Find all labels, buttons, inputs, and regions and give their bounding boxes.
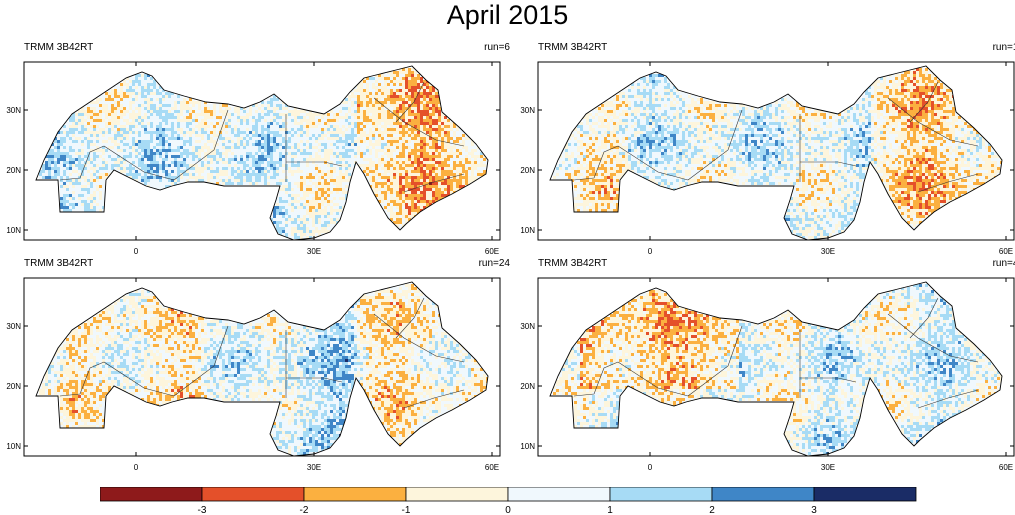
panel-dataset-label: TRMM 3B42RT xyxy=(538,42,608,53)
country-border xyxy=(800,377,857,383)
country-border xyxy=(395,81,425,123)
colorbar-bin xyxy=(507,487,611,502)
map-panel-run-48: TRMM 3B42RT run=48 0 30E 60E 30N 20N 10N xyxy=(520,258,1015,478)
y-tick-label: 30N xyxy=(520,106,535,115)
coastline xyxy=(549,281,1003,457)
y-tick-label: 20N xyxy=(6,382,21,391)
country-border xyxy=(286,377,343,383)
y-tick-label: 20N xyxy=(520,166,535,175)
country-border xyxy=(286,161,343,167)
x-tick-label: 60E xyxy=(999,247,1013,256)
colorbar-label: 2 xyxy=(709,505,715,515)
country-border xyxy=(173,325,229,397)
panel-dataset-label: TRMM 3B42RT xyxy=(24,258,94,269)
coastline xyxy=(549,65,1003,241)
anomaly-cells xyxy=(39,284,488,455)
y-tick-label: 10N xyxy=(6,226,21,235)
colorbar-bin xyxy=(609,487,713,502)
coastline xyxy=(35,65,489,241)
y-tick-label: 10N xyxy=(6,442,21,451)
country-border xyxy=(887,313,979,363)
map-panel-run-24: TRMM 3B42RT run=24 0 30E 60E 30N 20N 10N xyxy=(6,258,524,478)
x-tick-label: 30E xyxy=(307,463,321,472)
country-border xyxy=(373,313,465,363)
figure-title: April 2015 xyxy=(446,0,569,30)
anomaly-map: 0 30E 60E 30N 20N 10N xyxy=(520,61,1015,256)
panel-run-label: run=12 xyxy=(992,42,1015,53)
y-tick-label: 30N xyxy=(6,106,21,115)
country-border xyxy=(373,97,465,147)
x-tick-label: 0 xyxy=(648,463,653,472)
x-tick-label: 60E xyxy=(999,463,1013,472)
colorbar-label: 0 xyxy=(505,505,511,515)
panel-dataset-label: TRMM 3B42RT xyxy=(538,258,608,269)
x-tick-label: 0 xyxy=(648,247,653,256)
country-border xyxy=(917,389,979,409)
country-border xyxy=(403,173,465,193)
x-tick-label: 0 xyxy=(134,247,139,256)
anomaly-cells xyxy=(39,68,488,239)
colorbar-bin xyxy=(100,487,203,502)
country-border xyxy=(573,361,619,397)
y-tick-label: 20N xyxy=(520,382,535,391)
colorbar-label: -1 xyxy=(402,505,411,515)
country-border xyxy=(687,109,743,181)
x-tick-label: 30E xyxy=(307,247,321,256)
colorbar-bin xyxy=(201,487,305,502)
panel-run-label: run=48 xyxy=(992,258,1015,269)
country-border xyxy=(173,109,229,181)
x-tick-label: 30E xyxy=(821,463,835,472)
panel-dataset-label: TRMM 3B42RT xyxy=(24,42,94,53)
country-border xyxy=(103,145,175,181)
colorbar-label: 1 xyxy=(607,505,613,515)
y-tick-label: 20N xyxy=(6,166,21,175)
colorbar-label: -2 xyxy=(300,505,309,515)
country-border xyxy=(403,389,465,409)
panel-run-label: run=6 xyxy=(484,42,510,53)
x-tick-label: 30E xyxy=(821,247,835,256)
country-border xyxy=(103,361,175,397)
colorbar-label: -3 xyxy=(198,505,207,515)
anomaly-cells xyxy=(553,68,1002,239)
y-tick-label: 10N xyxy=(520,442,535,451)
country-border xyxy=(887,97,979,147)
colorbar: -3 -2 -1 0 1 2 3 xyxy=(100,487,917,515)
country-border xyxy=(59,145,105,181)
y-tick-label: 10N xyxy=(520,226,535,235)
map-panel-run-6: TRMM 3B42RT run=6 0 30E 60E 30N 20N 10N xyxy=(6,42,524,262)
map-panel-run-12: TRMM 3B42RT run=12 0 30E 60E 30N 20N 10N xyxy=(520,42,1015,262)
country-border xyxy=(800,161,857,167)
country-border xyxy=(917,173,979,193)
country-border xyxy=(59,361,105,397)
y-tick-label: 30N xyxy=(6,322,21,331)
coastline xyxy=(35,281,489,457)
y-tick-label: 30N xyxy=(520,322,535,331)
colorbar-bin xyxy=(405,487,509,502)
country-border xyxy=(909,81,939,123)
anomaly-map: 0 30E 60E 30N 20N 10N xyxy=(6,277,501,472)
country-border xyxy=(909,297,939,339)
anomaly-cells xyxy=(553,284,1002,455)
country-border xyxy=(617,361,689,397)
country-border xyxy=(395,297,425,339)
colorbar-label: 3 xyxy=(811,505,817,515)
x-tick-label: 0 xyxy=(134,463,139,472)
x-tick-label: 60E xyxy=(485,463,499,472)
colorbar-bin xyxy=(813,487,917,502)
anomaly-map: 0 30E 60E 30N 20N 10N xyxy=(520,277,1015,472)
country-border xyxy=(617,145,689,181)
anomaly-map: 0 30E 60E 30N 20N 10N xyxy=(6,61,501,256)
colorbar-bin xyxy=(303,487,407,502)
panel-run-label: run=24 xyxy=(478,258,510,269)
country-border xyxy=(573,145,619,181)
country-border xyxy=(687,325,743,397)
x-tick-label: 60E xyxy=(485,247,499,256)
colorbar-bin xyxy=(711,487,815,502)
